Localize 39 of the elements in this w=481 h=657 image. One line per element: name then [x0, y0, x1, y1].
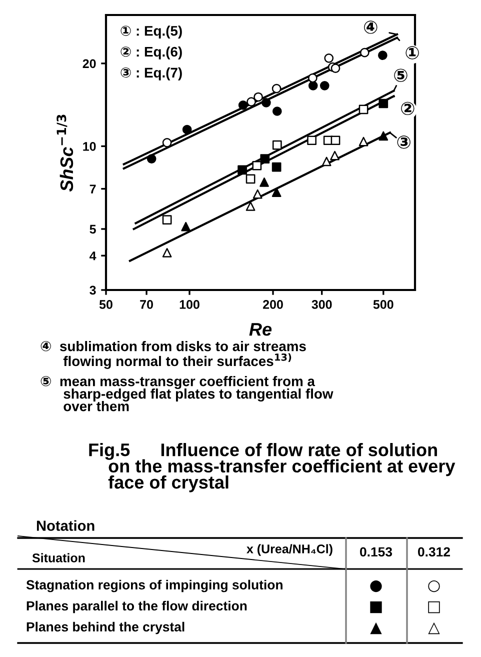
series-label: ⑤ — [394, 68, 408, 82]
legend-label: ① — [406, 46, 419, 60]
legend-label: ② — [401, 102, 414, 116]
annotation: ② : Eq.(6) — [120, 46, 182, 60]
text: □ — [428, 601, 440, 614]
text: ④ sublimation from disks to air streams flowing normal to their surfaces$^{13)}$ — [40, 341, 306, 369]
y-tick-label: 7 — [90, 184, 96, 194]
text: Notation — [36, 520, 94, 531]
y-axis-title: ShSc$^{−1/3}$ — [56, 114, 74, 192]
caption: Fig.5 Influence of flow rate of solution on the mass-transfer coefficient at every face of crystal — [89, 443, 456, 492]
text: ○ — [428, 580, 440, 592]
text: ▲ — [370, 622, 382, 634]
series-label: ④ — [364, 20, 378, 34]
x-tick-label: 70 — [140, 300, 153, 309]
category-label: Planes behind the crystal — [26, 622, 184, 634]
category-label: 0.153 — [360, 547, 392, 557]
x-tick-label: 100 — [180, 300, 200, 309]
x-tick-label: 200 — [263, 300, 283, 309]
y-tick-label: 4 — [90, 252, 96, 260]
y-tick-label: 3 — [90, 286, 96, 295]
x-tick-label: 500 — [373, 300, 394, 309]
annotation: ③ : Eq.(7) — [120, 67, 182, 80]
y-tick-label: 10 — [83, 142, 96, 151]
text: △ — [428, 622, 440, 634]
legend-label: ③ — [397, 136, 410, 149]
text: ⑤ mean mass-transger coefficient from a sharp-edged flat plates to tangential flow over them — [40, 376, 334, 412]
category-label: Stagnation regions of impinging solution — [26, 580, 282, 592]
text: ■ — [370, 601, 382, 614]
category-label: 0.312 — [418, 547, 450, 557]
x-tick-label: 50 — [99, 300, 112, 309]
text: Situation — [32, 553, 85, 562]
annotation: ① : Eq.(5) — [120, 26, 182, 39]
text: ● — [370, 580, 382, 592]
y-tick-label: 20 — [82, 59, 96, 68]
x-axis-title: Re — [249, 323, 272, 336]
x-tick-label: 300 — [312, 300, 332, 309]
y-tick-label: 5 — [90, 224, 96, 234]
text: x (Urea/NH₄Cl) — [246, 544, 332, 556]
category-label: Planes parallel to the flow direction — [26, 600, 247, 614]
